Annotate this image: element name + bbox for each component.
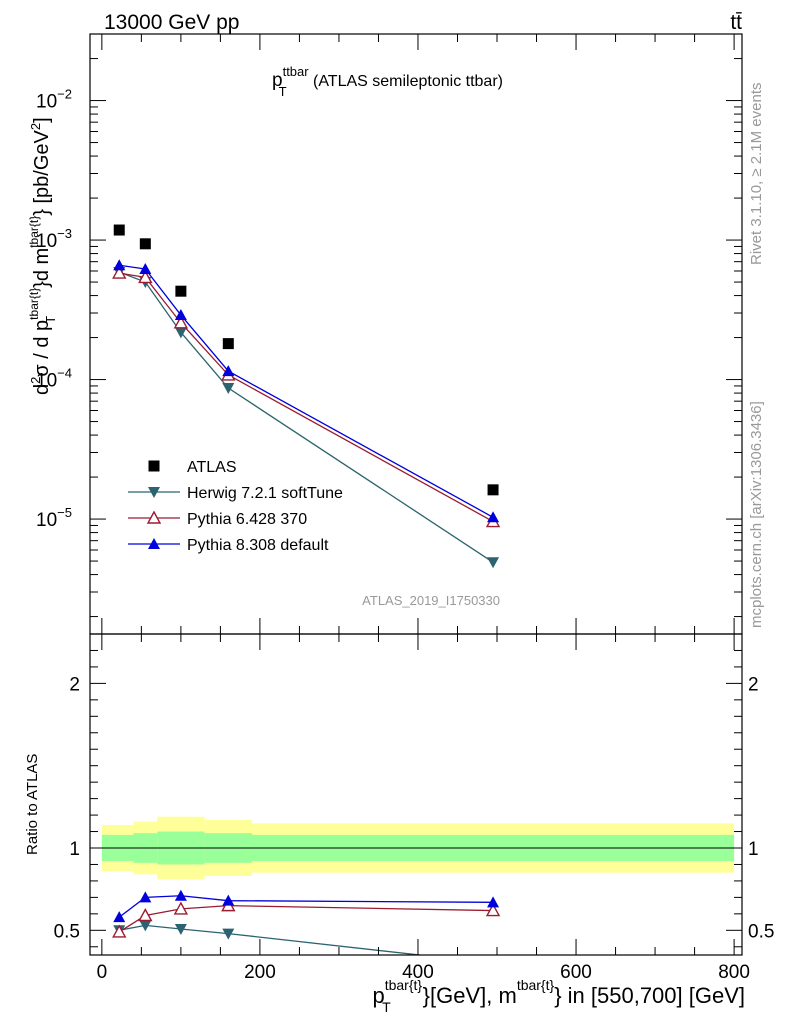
ratio-frame (89, 633, 743, 956)
process-label: tt̄ (730, 11, 742, 34)
series-line (119, 264, 494, 518)
ratio-data-point (112, 924, 127, 938)
ratio-data-point (138, 908, 153, 922)
data-point (487, 484, 499, 496)
x-axis-label: ptbar{t} T}[GeV], mtbar{t}} in [550,700] … (372, 977, 745, 1015)
main-panel: 10−5 10−4 10−3 10−2 pttbar T (ATLAS semilept… (27, 33, 743, 635)
data-point (175, 285, 187, 297)
ratio-y-tick-label-right: 1 (748, 839, 759, 860)
rivet-label: Rivet 3.1.10, ≥ 2.1M events (748, 83, 765, 266)
analysis-watermark: ATLAS_2019_I1750330 (362, 593, 500, 608)
data-point (138, 269, 153, 284)
ratio-data-point (222, 894, 235, 906)
data-point (487, 557, 500, 569)
ratio-data-point (222, 928, 235, 940)
ratio-data-point (113, 911, 126, 923)
main-plot-area: 10−5 10−4 10−3 10−2 (36, 33, 743, 635)
ratio-data-point (174, 889, 187, 901)
data-point (113, 224, 125, 236)
legend: ATLAS Herwig 7.2.1 softTune Pythia 6.428 3… (128, 459, 343, 554)
data-point (222, 365, 235, 377)
data-point (174, 309, 187, 321)
legend-label: Pythia 6.428 370 (187, 511, 307, 528)
legend-label: Herwig 7.2.1 softTune (187, 485, 343, 502)
data-point (487, 511, 500, 523)
ratio-panel: 0.5 0.5 1 1 2 2 0 200 400 600 800 Ratio to ATLAS p… (24, 633, 774, 1015)
x-tick-label: 800 (718, 962, 750, 983)
ratio-y-tick-label-left: 1 (69, 839, 80, 860)
ratio-data-point (139, 920, 152, 932)
legend-marker (148, 538, 160, 549)
legend-marker (148, 487, 160, 498)
data-point (113, 259, 126, 271)
data-point (139, 263, 152, 275)
ratio-y-tick-label-left: 0.5 (54, 921, 80, 942)
ratio-y-tick-label-right: 0.5 (748, 921, 774, 942)
x-tick-label: 400 (402, 962, 434, 983)
x-tick-label: 200 (244, 962, 276, 983)
legend-marker (146, 510, 162, 524)
ratio-series-line (119, 924, 426, 955)
ratio-series-group (112, 889, 501, 969)
legend-label: ATLAS (187, 459, 237, 476)
ratio-data-point (173, 901, 189, 915)
data-point (139, 238, 151, 250)
chart-title: pttbar T (ATLAS semileptonic ttbar) (272, 64, 503, 99)
data-point (112, 265, 127, 279)
energy-label: 13000 GeV pp (104, 11, 239, 34)
x-tick-label: 0 (97, 962, 108, 983)
main-y-tick-label: 10−4 (36, 366, 72, 392)
ratio-y-tick-label-left: 2 (69, 674, 80, 695)
header: 13000 GeV pp tt̄ (104, 11, 742, 34)
main-y-axis-label: d2σ / d ptbar{t} T}d mtbar{t}} [pb/GeV2] (27, 117, 58, 395)
ratio-data-point (485, 903, 501, 917)
ratio-plot-area: 0.5 0.5 1 1 2 2 0 200 400 600 800 (54, 633, 774, 983)
ratio-data-point (487, 896, 500, 908)
data-point (222, 338, 234, 350)
ratio-data-point (174, 923, 187, 935)
ratio-data-point (487, 958, 499, 969)
ratio-y-tick-label-right: 2 (748, 674, 759, 695)
main-y-tick-label: 10−5 (36, 505, 72, 531)
data-point (173, 315, 189, 329)
legend-marker (148, 460, 160, 472)
x-tick-label: 600 (560, 962, 592, 983)
ratio-data-point (139, 891, 152, 903)
data-point (174, 327, 187, 339)
main-y-tick-label: 10−3 (36, 226, 72, 252)
ratio-y-axis-label: Ratio to ATLAS (24, 754, 41, 855)
legend-label: Pythia 8.308 default (187, 537, 329, 554)
mcplots-label: mcplots.cern.ch [arXiv:1306.3436] (748, 401, 765, 628)
main-y-tick-label: 10−2 (36, 87, 72, 113)
data-point (222, 382, 235, 394)
